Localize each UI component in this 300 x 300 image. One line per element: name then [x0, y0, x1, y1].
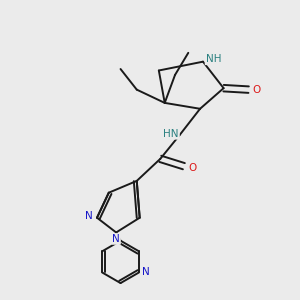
- Text: N: N: [112, 234, 120, 244]
- Text: O: O: [253, 85, 261, 94]
- Text: N: N: [142, 268, 149, 278]
- Text: NH: NH: [206, 54, 221, 64]
- Text: HN: HN: [164, 129, 179, 139]
- Text: O: O: [188, 163, 196, 173]
- Text: N: N: [85, 211, 93, 221]
